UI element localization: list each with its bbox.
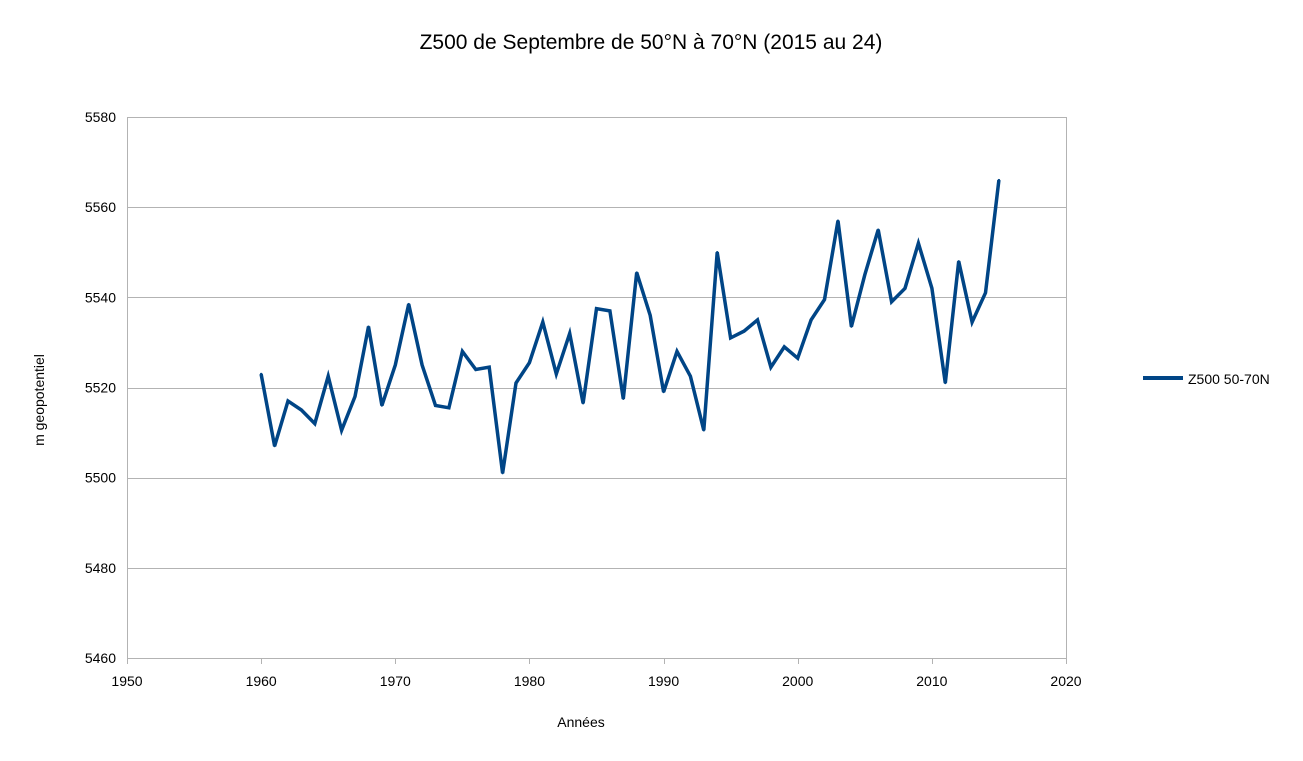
x-tick-label: 2020 — [1050, 673, 1081, 689]
x-tick-label: 1950 — [111, 673, 142, 689]
plot-area — [127, 117, 1067, 659]
data-point — [702, 429, 706, 432]
x-tick-label: 1980 — [514, 673, 545, 689]
data-point — [420, 363, 424, 367]
legend: Z500 50-70N — [1143, 371, 1270, 387]
legend-label: Z500 50-70N — [1188, 371, 1270, 387]
y-axis-title: m geopotentiel — [31, 354, 47, 446]
data-point — [300, 408, 303, 412]
data-point — [970, 320, 974, 324]
series-layer — [259, 178, 1001, 475]
data-point — [380, 404, 384, 407]
data-point — [863, 273, 866, 276]
data-point — [340, 429, 343, 432]
y-tick-label: 5540 — [85, 289, 116, 305]
data-point — [984, 291, 987, 295]
data-point — [930, 287, 934, 290]
chart-title: Z500 de Septembre de 50°N à 70°N (2015 a… — [420, 31, 883, 54]
data-point — [367, 325, 370, 328]
data-point — [528, 361, 531, 364]
y-tick-label: 5480 — [85, 560, 116, 576]
data-point — [461, 350, 464, 353]
x-tick-label: 1970 — [380, 673, 411, 689]
data-point — [716, 251, 719, 254]
data-point — [581, 402, 585, 405]
data-point — [501, 471, 504, 475]
data-point — [769, 366, 773, 369]
y-tick-label: 5580 — [85, 109, 116, 125]
data-point — [286, 399, 290, 403]
data-point — [729, 336, 732, 340]
y-axis: 5460 5480 5500 5520 5540 5560 5580 — [85, 109, 116, 666]
data-point — [487, 366, 491, 369]
data-point — [541, 320, 545, 324]
data-point — [608, 309, 612, 313]
data-point — [327, 375, 330, 378]
y-tick-label: 5560 — [85, 199, 116, 215]
data-point — [622, 397, 625, 400]
data-point — [742, 329, 746, 333]
data-point — [447, 406, 451, 409]
data-point — [944, 381, 947, 385]
data-point — [313, 422, 316, 425]
data-point — [783, 345, 786, 349]
data-point — [474, 368, 477, 371]
grid — [127, 117, 1066, 659]
data-point — [836, 219, 840, 222]
y-tick-label: 5520 — [85, 380, 116, 396]
x-tick-label: 2010 — [916, 673, 947, 689]
data-point — [756, 318, 759, 322]
x-tick-label: 1990 — [648, 673, 679, 689]
data-point — [823, 298, 826, 301]
data-point — [675, 350, 679, 353]
x-tick-label: 2000 — [782, 673, 813, 689]
data-point — [917, 242, 920, 245]
data-point — [259, 372, 263, 376]
data-point — [407, 302, 410, 306]
data-point — [595, 307, 598, 310]
data-point — [850, 325, 853, 328]
data-point — [997, 178, 1001, 182]
data-point — [890, 300, 893, 304]
x-tick-label: 1960 — [246, 673, 277, 689]
data-point — [903, 287, 907, 290]
data-point — [568, 332, 571, 335]
data-point — [662, 390, 665, 394]
x-axis: 1950 1960 1970 1980 1990 2000 2010 2020 — [111, 658, 1082, 689]
y-tick-label: 5500 — [85, 470, 116, 486]
data-point — [273, 444, 276, 448]
data-point — [434, 404, 437, 407]
data-point — [635, 271, 638, 274]
data-point — [809, 318, 813, 322]
data-point — [555, 372, 558, 376]
data-point — [796, 356, 799, 360]
data-point — [877, 228, 880, 231]
data-point — [394, 363, 397, 367]
data-point — [689, 375, 692, 378]
data-point — [957, 260, 960, 263]
data-point — [353, 395, 357, 398]
y-tick-label: 5460 — [85, 650, 116, 666]
data-point — [514, 381, 518, 385]
data-point — [648, 314, 652, 317]
series-line — [259, 179, 1001, 474]
x-axis-title: Années — [557, 714, 604, 730]
